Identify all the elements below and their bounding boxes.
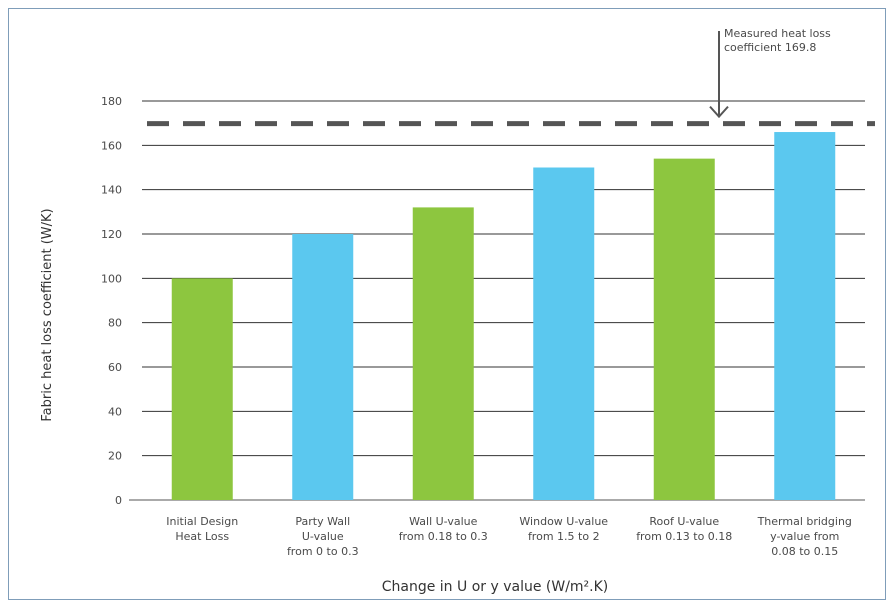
y-tick-label: 140 — [101, 184, 122, 197]
y-tick-label: 80 — [108, 317, 122, 330]
x-category-label: Window U-value from 1.5 to 2 — [519, 515, 608, 543]
y-axis-label: Fabric heat loss coefficient (W/K) — [40, 208, 55, 421]
y-tick-label: 20 — [108, 450, 122, 463]
y-axis-ticks: 0 20 40 60 80 100 120 140 160 180 — [101, 95, 122, 507]
y-tick-label: 40 — [108, 405, 122, 418]
x-category-label: Thermal bridging y-value from 0.08 to 0.15 — [757, 515, 852, 558]
bar — [774, 132, 836, 500]
y-tick-label: 0 — [115, 494, 122, 507]
x-category-label: Wall U-value from 0.18 to 0.3 — [399, 515, 488, 543]
annotation-arrow-head — [709, 105, 729, 119]
bar-chart: 0 20 40 60 80 100 120 140 160 180 Initial Design H… — [40, 27, 875, 595]
reference-line-group: Measured heat loss coefficient 169.8 — [147, 27, 875, 127]
y-tick-label: 120 — [101, 228, 122, 241]
reference-annotation: Measured heat loss coefficient 169.8 — [724, 27, 831, 54]
x-category-label: Party Wall U-value from 0 to 0.3 — [287, 515, 359, 558]
chart-frame: 0 20 40 60 80 100 120 140 160 180 Initial Design H… — [8, 8, 886, 600]
y-tick-label: 100 — [101, 272, 122, 285]
bars — [171, 132, 836, 500]
bar — [292, 234, 354, 500]
bar — [171, 278, 233, 500]
y-tick-label: 60 — [108, 361, 122, 374]
bar — [412, 207, 474, 500]
bar — [533, 167, 595, 500]
gridlines — [129, 100, 865, 501]
x-category-label: Initial Design Heat Loss — [166, 515, 238, 543]
x-axis-label: Change in U or y value (W/m².K) — [382, 579, 609, 595]
y-tick-label: 180 — [101, 95, 122, 108]
y-tick-label: 160 — [101, 139, 122, 152]
bar — [653, 158, 715, 500]
x-axis-category-labels: Initial Design Heat Loss Party Wall U-value… — [166, 515, 852, 558]
x-category-label: Roof U-value from 0.13 to 0.18 — [636, 515, 732, 543]
